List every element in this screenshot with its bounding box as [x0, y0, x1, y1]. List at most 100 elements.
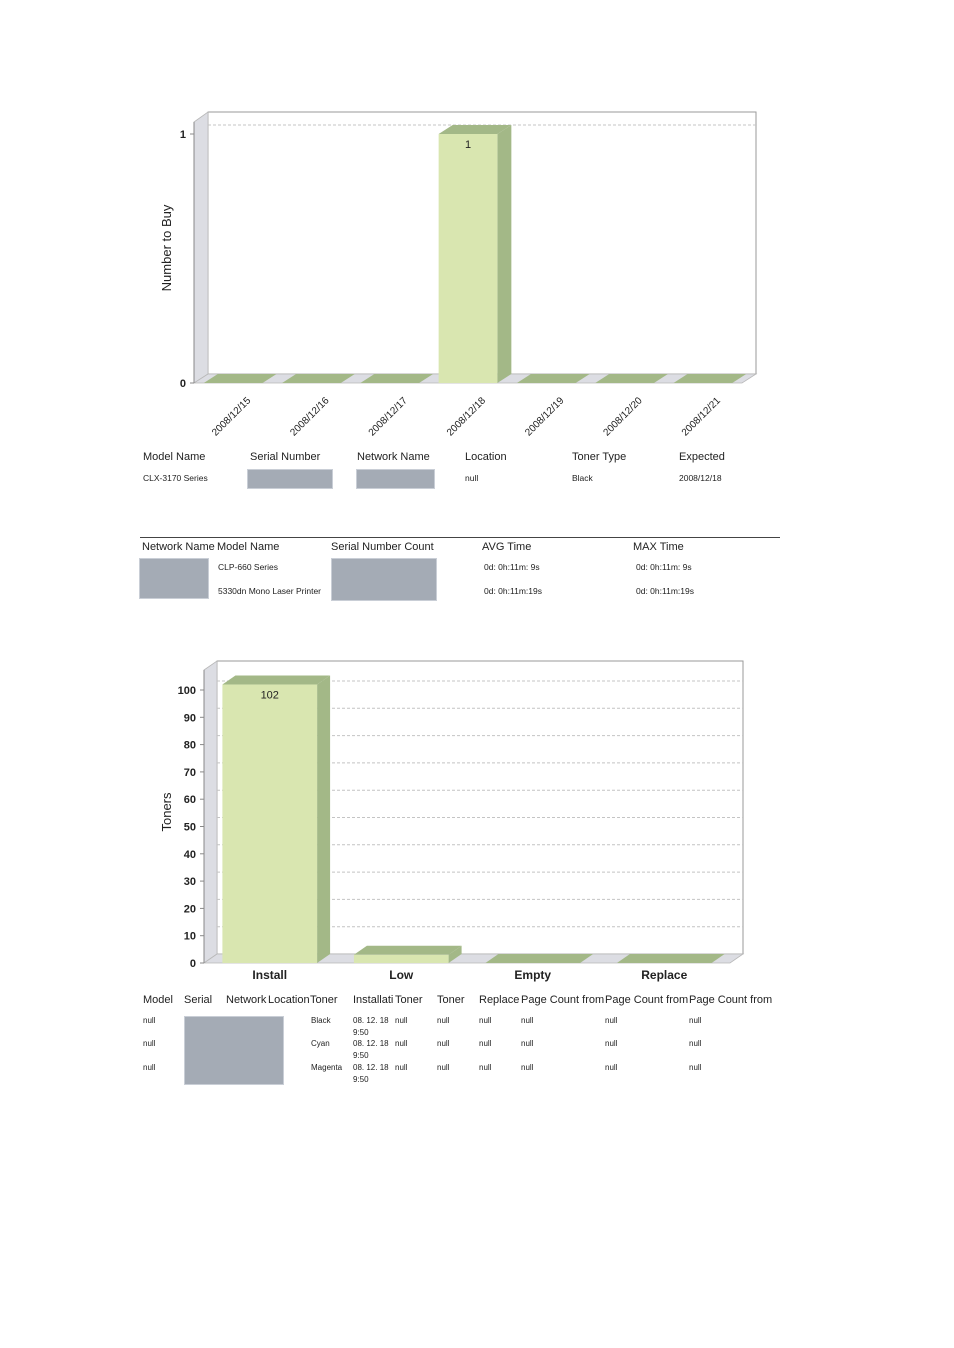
y-tick-label: 0 — [180, 378, 186, 390]
t3-row2-c1: null — [395, 1039, 408, 1048]
bar-top — [353, 945, 462, 955]
t3-row1-c1: null — [395, 1016, 408, 1025]
t3-header-toner: Toner — [310, 994, 338, 1006]
bar-data-label: 1 — [465, 139, 471, 151]
bar-top — [222, 675, 331, 685]
t3-row3-c2: null — [437, 1063, 450, 1072]
t3-header-replace: Replace — [479, 994, 520, 1006]
y-tick-label: 100 — [178, 685, 196, 697]
t3-row2-c2: null — [437, 1039, 450, 1048]
bar-top — [616, 954, 725, 963]
chart2-y-axis-label: Toners — [159, 792, 174, 832]
x-tick-label: 2008/12/18 — [445, 395, 488, 438]
x-tick-label: Empty — [514, 968, 551, 982]
chart2-side-wall — [203, 660, 218, 964]
y-tick-label: 90 — [184, 712, 196, 724]
t3-row1-install-date: 08. 12. 18 — [353, 1016, 389, 1025]
t3-row1-c6: null — [689, 1016, 702, 1025]
t3-header-page-count-3: Page Count from — [689, 994, 773, 1006]
bar-top — [203, 374, 277, 383]
t3-row3-c5: null — [605, 1063, 618, 1072]
y-tick-label: 40 — [184, 849, 196, 861]
t2-header-model-name: Model Name — [217, 541, 280, 553]
t2-row2-max: 0d: 0h:11m:19s — [636, 586, 694, 596]
t2-header-network-name: Network Name — [142, 541, 215, 553]
t3-row1-model: null — [143, 1016, 156, 1025]
t1-header-model-name: Model Name — [143, 451, 206, 463]
t2-redacted-serial-count — [331, 558, 437, 601]
bar-side — [448, 945, 462, 963]
t3-header-toner-2: Toner — [395, 994, 423, 1006]
t3-header-page-count-2: Page Count from — [605, 994, 689, 1006]
y-tick-label: 1 — [180, 129, 186, 141]
t3-row3-c1: null — [395, 1063, 408, 1072]
t1-header-toner-type: Toner Type — [572, 451, 627, 463]
t2-row1-avg: 0d: 0h:11m: 9s — [484, 562, 540, 572]
t2-header-avg-time: AVG Time — [482, 541, 532, 553]
x-tick-label: 2008/12/19 — [523, 395, 566, 438]
t3-header-toner-3: Toner — [437, 994, 465, 1006]
t3-row2-c4: null — [521, 1039, 534, 1048]
y-tick-label: 10 — [184, 931, 196, 943]
t1-cell-toner-type: Black — [572, 473, 593, 483]
x-tick-label: 2008/12/16 — [288, 395, 331, 438]
t3-row2-install-date: 08. 12. 18 — [353, 1039, 389, 1048]
t3-row3-c4: null — [521, 1063, 534, 1072]
x-tick-label: 2008/12/21 — [680, 395, 723, 438]
bar-top — [516, 374, 590, 383]
bar-data-label: 102 — [261, 690, 279, 702]
t1-redacted-serial — [247, 469, 333, 489]
chart-number-to-buy: 1 1 0 2008/12/15 2008/12/16 2008/12/17 2008/… — [159, 111, 758, 439]
bar-top — [438, 125, 512, 134]
bar-top — [485, 954, 594, 963]
x-tick-label: Replace — [641, 968, 687, 982]
x-tick-label: 2008/12/17 — [367, 395, 410, 438]
x-tick-label: 2008/12/15 — [210, 395, 253, 438]
t3-header-model: Model — [143, 994, 173, 1006]
chart1-y-axis-label: Number to Buy — [159, 204, 174, 291]
t2-header-serial-count: Serial Number Count — [331, 541, 434, 553]
t1-cell-expected: 2008/12/18 — [679, 473, 722, 483]
t2-row1-max: 0d: 0h:11m: 9s — [636, 562, 692, 572]
t3-row3-c6: null — [689, 1063, 702, 1072]
y-tick-label: 60 — [184, 794, 196, 806]
bar-top — [282, 374, 355, 383]
chart1-side-wall — [193, 111, 209, 384]
t3-row1-c5: null — [605, 1016, 618, 1025]
y-tick-label: 80 — [184, 740, 196, 752]
t3-row1-c3: null — [479, 1016, 492, 1025]
t1-cell-location: null — [465, 473, 479, 483]
t1-cell-model: CLX-3170 Series — [143, 473, 208, 483]
y-tick-label: 0 — [190, 958, 196, 970]
bar-top — [595, 374, 668, 383]
t3-row2-install-time: 9:50 — [353, 1051, 369, 1060]
t2-redacted-network — [139, 558, 209, 599]
t3-row1-toner: Black — [311, 1016, 331, 1025]
t2-row2-avg: 0d: 0h:11m:19s — [484, 586, 542, 596]
t3-row1-install-time: 9:50 — [353, 1028, 369, 1037]
t3-header-installation: Installati — [353, 994, 394, 1006]
y-tick-label: 50 — [184, 822, 196, 834]
t3-row3-model: null — [143, 1063, 156, 1072]
t3-row3-install-date: 08. 12. 18 — [353, 1063, 389, 1072]
t3-row2-c6: null — [689, 1039, 702, 1048]
bar-side — [497, 125, 512, 383]
x-tick-label: Install — [252, 968, 287, 982]
bar-side — [317, 675, 331, 963]
t1-header-expected: Expected — [679, 451, 725, 463]
t3-row3-toner: Magenta — [311, 1063, 343, 1072]
bar — [353, 954, 449, 963]
y-tick-label: 30 — [184, 876, 196, 888]
t2-row1-model: CLP-660 Series — [218, 562, 279, 572]
t3-row3-c3: null — [479, 1063, 492, 1072]
bar — [222, 684, 318, 963]
x-tick-label: Low — [389, 968, 414, 982]
bar-top — [673, 374, 747, 383]
bar — [438, 134, 498, 383]
t3-row1-c2: null — [437, 1016, 450, 1025]
t3-header-location: Location — [268, 994, 310, 1006]
t3-row2-c3: null — [479, 1039, 492, 1048]
t3-row1-c4: null — [521, 1016, 534, 1025]
t3-header-page-count-1: Page Count from — [521, 994, 605, 1006]
